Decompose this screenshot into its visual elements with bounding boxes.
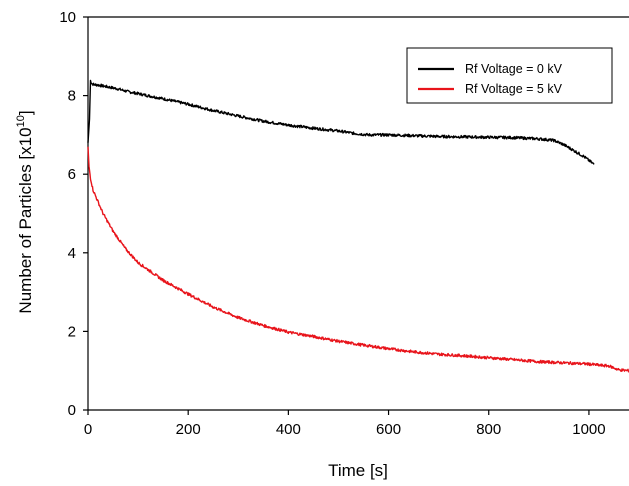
y-tick-label: 10	[59, 9, 76, 26]
x-tick-label: 800	[476, 421, 501, 438]
y-tick-label: 4	[68, 245, 76, 262]
x-tick-label: 0	[84, 421, 92, 438]
y-tick-label: 8	[68, 88, 76, 105]
tick-layer: 0 2 4 6 8 10 0 200 400 600 800 1000	[59, 9, 605, 438]
y-axis-label-exponent: 10	[15, 115, 27, 127]
x-axis-label: Time [s]	[328, 461, 388, 480]
legend: Rf Voltage = 0 kV Rf Voltage = 5 kV	[406, 47, 613, 104]
y-axis-label-close: ]	[16, 110, 35, 115]
y-axis-label-main: Number of Particles [x10	[16, 127, 35, 313]
legend-box	[406, 47, 613, 104]
y-tick-label: 2	[68, 323, 76, 340]
x-tick-label: 400	[276, 421, 301, 438]
y-tick-label: 0	[68, 402, 76, 419]
series-line-0	[87, 79, 595, 165]
x-tick-label: 600	[376, 421, 401, 438]
series-layer	[87, 79, 629, 373]
x-tick-label: 200	[176, 421, 201, 438]
y-axis-label: Number of Particles [x1010]	[15, 110, 35, 313]
y-tick-label: 6	[68, 166, 76, 183]
x-tick-label: 1000	[572, 421, 605, 438]
series-line-1	[87, 146, 629, 373]
axes	[87, 16, 629, 411]
legend-label-0v: Rf Voltage = 0 kV	[465, 62, 563, 76]
legend-label-5v: Rf Voltage = 5 kV	[465, 82, 563, 96]
